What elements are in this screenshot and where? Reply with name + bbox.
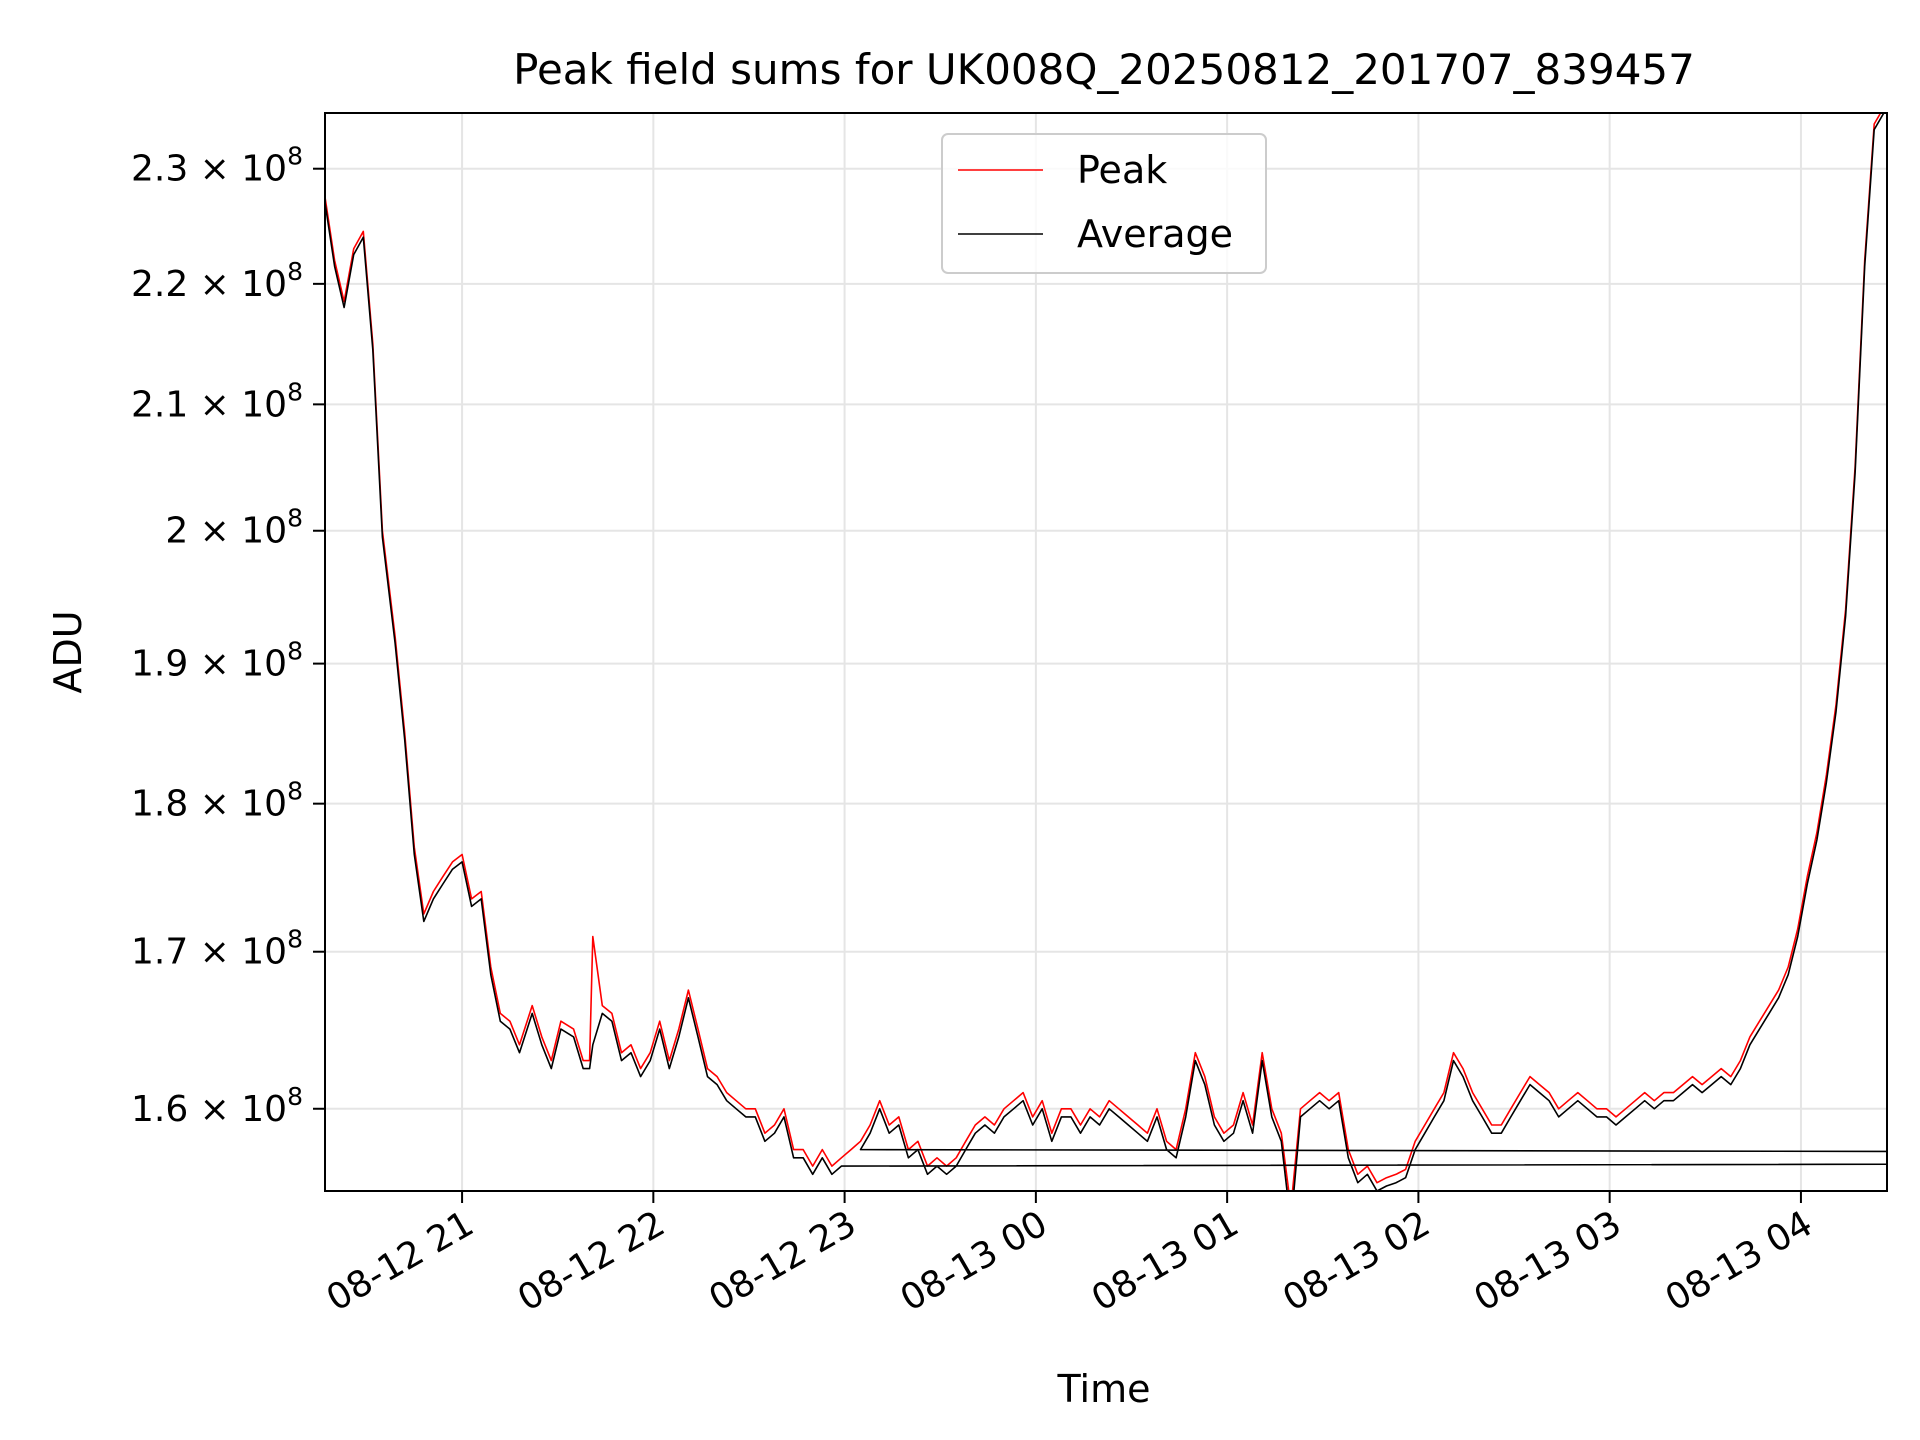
y-axis: 1.6 × 108 1.7 × 108 1.8 × 108 1.9 × 108 2 × … bbox=[131, 142, 325, 1130]
legend-box bbox=[941, 133, 1267, 274]
series-line-average bbox=[325, 113, 1887, 1191]
y-tick-label: 2 × 108 bbox=[165, 504, 303, 552]
plot-frame bbox=[324, 112, 1888, 1192]
y-tick-label: 1.7 × 108 bbox=[131, 925, 303, 973]
x-axis-label: Time bbox=[1057, 1367, 1151, 1411]
y-tick-label: 2.3 × 108 bbox=[131, 142, 303, 190]
chart-title: Peak field sums for UK008Q_20250812_2017… bbox=[513, 45, 1695, 94]
plot-lines bbox=[325, 113, 1887, 1191]
y-tick-label: 1.6 × 108 bbox=[131, 1082, 303, 1130]
series-line-peak bbox=[325, 113, 1882, 1191]
grid bbox=[325, 113, 1887, 1191]
legend-label-peak: Peak bbox=[1077, 148, 1167, 192]
legend-label-average: Average bbox=[1077, 212, 1233, 256]
y-tick-label: 1.9 × 108 bbox=[131, 637, 303, 685]
y-tick-label: 2.2 × 108 bbox=[131, 257, 303, 305]
y-axis-label: ADU bbox=[46, 610, 90, 693]
y-tick-label: 2.1 × 108 bbox=[131, 377, 303, 425]
legend: Peak Average bbox=[941, 133, 1267, 274]
y-tick-label: 1.8 × 108 bbox=[131, 777, 303, 825]
